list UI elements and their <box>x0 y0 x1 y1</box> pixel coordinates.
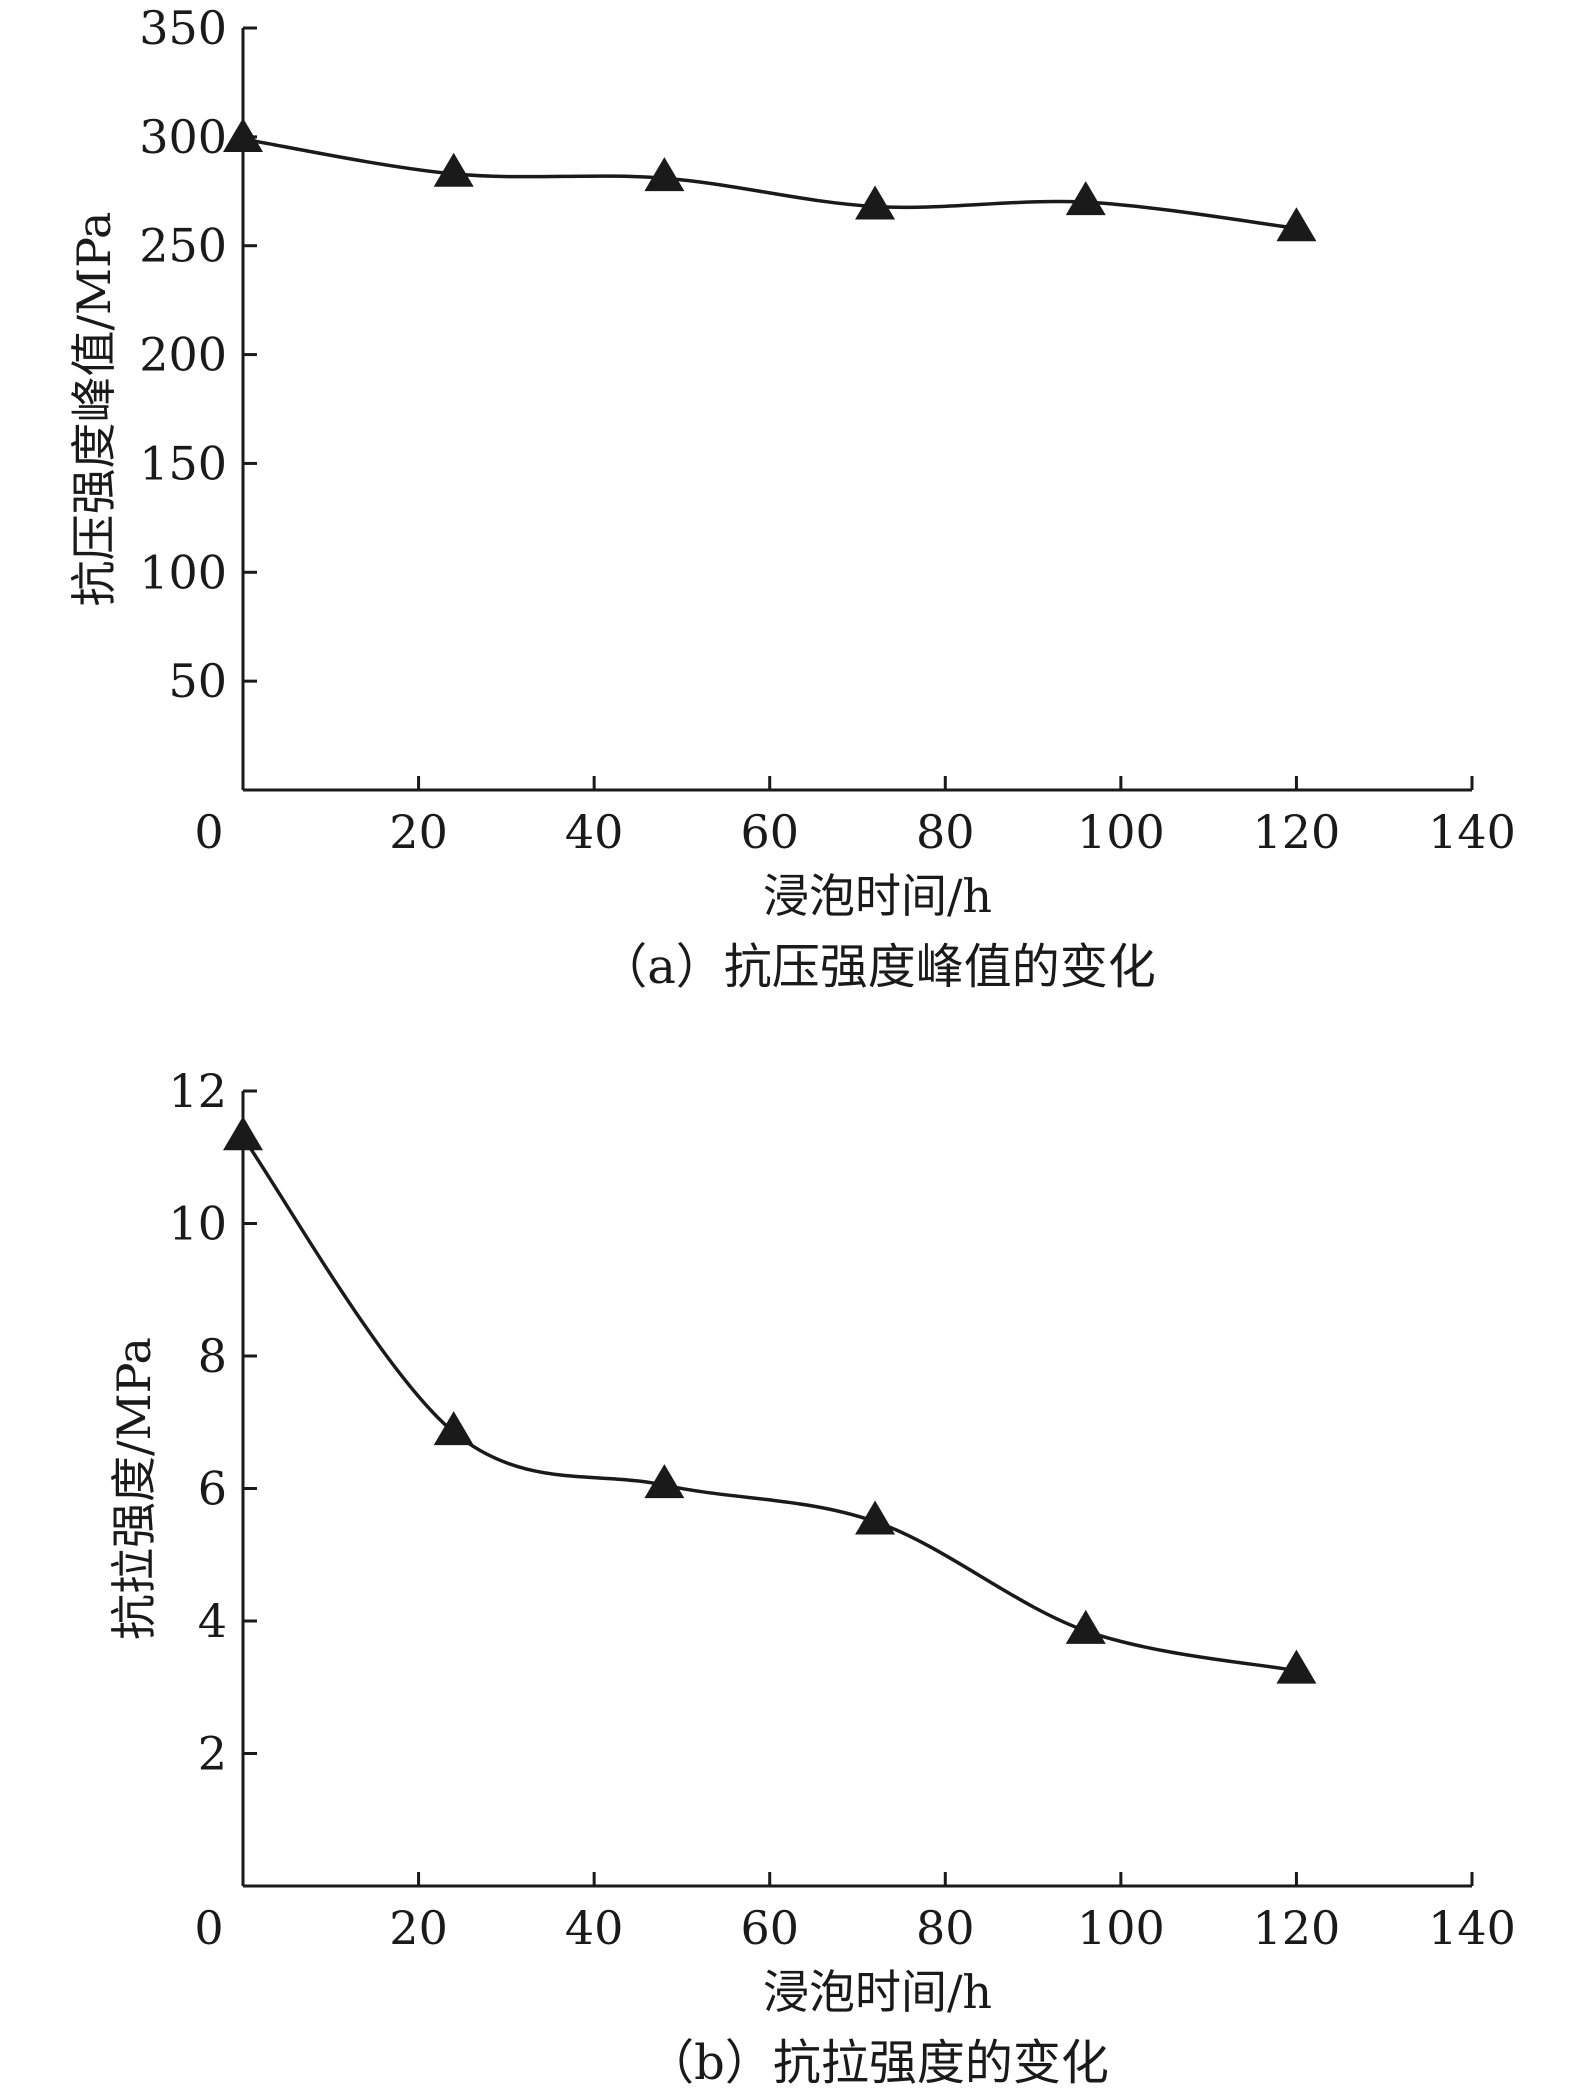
chart-caption: （a）抗压强度峰值的变化 <box>599 939 1156 995</box>
y-axis-title: 抗压强度峰值/MPa <box>67 212 121 607</box>
data-point-marker <box>1065 1609 1106 1644</box>
x-tick-label: 40 <box>565 805 624 859</box>
x-tick-label: 100 <box>1077 805 1165 859</box>
chart-caption: （b）抗拉强度的变化 <box>646 2035 1109 2091</box>
y-tick-label: 300 <box>139 110 227 164</box>
data-point-marker <box>433 1411 474 1446</box>
y-tick-label: 100 <box>139 545 227 599</box>
y-tick-label: 10 <box>168 1197 227 1251</box>
data-point-marker <box>223 1116 263 1151</box>
x-tick-label: 60 <box>740 805 799 859</box>
x-tick-label: 140 <box>1428 1901 1516 1955</box>
data-point-marker <box>1276 207 1317 242</box>
x-tick-label: 120 <box>1253 805 1341 859</box>
x-axis-title: 浸泡时间/h <box>763 869 992 923</box>
y-tick-label: 50 <box>168 654 227 708</box>
chart-panel-b: 2 4 6 8 10 12 0 20 40 60 80 100 120 140 抗拉强度/MPa 浸泡时… <box>0 1050 1575 2100</box>
x-tick-label: 0 <box>194 1901 223 1955</box>
x-tick-label: 140 <box>1428 805 1516 859</box>
y-tick-label: 2 <box>198 1727 227 1781</box>
data-point-marker <box>433 152 474 187</box>
y-tick-label: 200 <box>139 328 227 382</box>
data-point-marker <box>1065 181 1106 216</box>
x-tick-label: 0 <box>194 805 223 859</box>
x-tick-label: 100 <box>1077 1901 1165 1955</box>
y-tick-label: 8 <box>198 1329 227 1383</box>
x-tick-label: 60 <box>740 1901 799 1955</box>
x-tick-label: 20 <box>389 1901 448 1955</box>
y-tick-label: 150 <box>139 436 227 490</box>
data-point-marker <box>644 157 685 192</box>
x-axis-title: 浸泡时间/h <box>763 1965 992 2019</box>
series-line <box>241 1136 1297 1673</box>
data-point-marker <box>855 185 896 220</box>
chart-b-svg: 2 4 6 8 10 12 0 20 40 60 80 100 120 140 抗拉强度/MPa 浸泡时… <box>107 1064 1516 2091</box>
x-tick-label: 120 <box>1253 1901 1341 1955</box>
x-tick-label: 80 <box>916 805 975 859</box>
y-tick-label: 4 <box>198 1594 227 1648</box>
data-point-marker <box>644 1464 685 1499</box>
y-tick-label: 250 <box>139 219 227 273</box>
y-axis-title: 抗拉强度/MPa <box>107 1337 161 1640</box>
chart-panel-a: 50 100 150 200 250 300 350 0 20 40 60 80 100 120 140 … <box>67 1 1516 995</box>
series-line <box>242 137 1297 231</box>
data-point-marker <box>1276 1649 1317 1684</box>
data-point-marker <box>223 117 263 152</box>
x-tick-label: 20 <box>389 805 448 859</box>
y-tick-label: 6 <box>198 1462 227 1516</box>
y-tick-label: 12 <box>168 1064 227 1118</box>
y-tick-label: 350 <box>139 1 227 55</box>
x-tick-label: 80 <box>916 1901 975 1955</box>
x-tick-label: 40 <box>565 1901 624 1955</box>
data-point-marker <box>855 1500 896 1535</box>
